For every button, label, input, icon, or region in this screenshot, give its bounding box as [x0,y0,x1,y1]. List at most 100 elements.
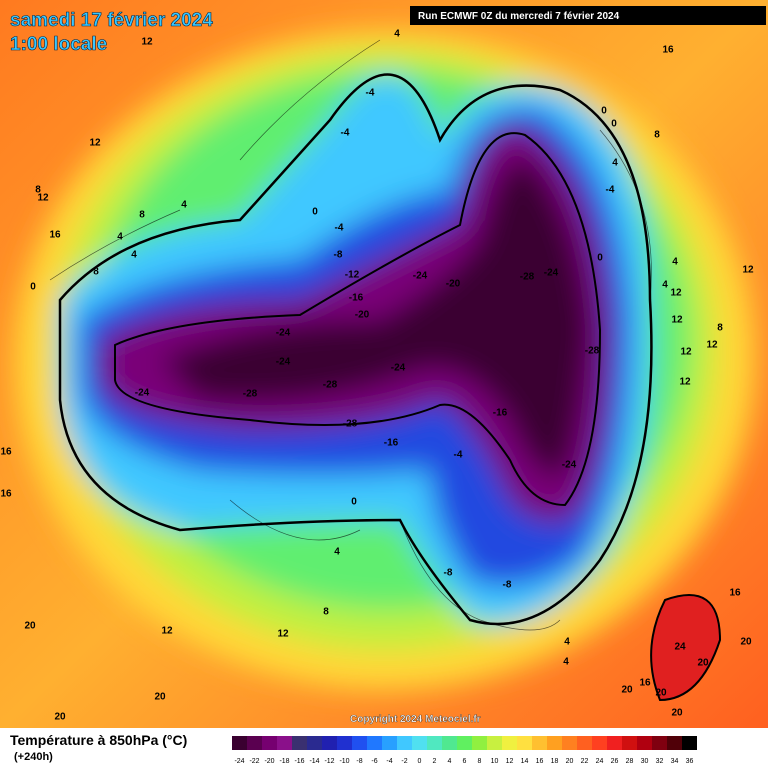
color-swatch [367,736,382,750]
contour-label: 8 [323,607,329,618]
scale-tick-label: -10 [339,758,349,765]
color-swatch [247,736,262,750]
contour-label: 0 [601,106,607,117]
contour-label: -16 [493,408,508,419]
scale-tick-label: 34 [671,758,679,765]
contour-label: -24 [544,268,559,279]
scale-tick-label: 18 [551,758,559,765]
scale-tick-label: 20 [566,758,574,765]
scale-tick-label: -8 [356,758,362,765]
scale-tick-label: 12 [506,758,514,765]
contour-label: -28 [243,389,258,400]
contour-label: 20 [697,658,709,669]
scale-tick-label: 4 [448,758,452,765]
contour-label: 12 [37,193,49,204]
contour-label: 4 [612,158,618,169]
contour-label: -24 [391,363,406,374]
scale-tick-label: 14 [521,758,529,765]
scale-tick-label: 0 [418,758,422,765]
color-swatch [667,736,682,750]
scale-tick-label: -16 [294,758,304,765]
contour-label: 8 [717,323,723,334]
color-swatch [592,736,607,750]
contour-label: -12 [345,270,360,281]
contour-label: 12 [89,138,101,149]
contour-label: -8 [444,568,453,579]
contour-label: -16 [349,293,364,304]
color-swatch [502,736,517,750]
contour-label: -28 [520,272,535,283]
contour-label: 20 [655,688,667,699]
copyright: Copyright 2024 Meteociel.fr [350,714,481,725]
color-swatch [682,736,697,750]
contour-label: 0 [611,119,617,130]
contour-label: 8 [654,130,660,141]
contour-label: -24 [135,388,150,399]
color-swatch [232,736,247,750]
contour-label: 4 [131,250,137,261]
contour-label: 0 [312,207,318,218]
color-swatch [472,736,487,750]
contour-label: 4 [181,200,187,211]
scale-tick-label: -14 [309,758,319,765]
contour-label: 16 [662,45,674,56]
color-swatch [352,736,367,750]
color-swatch [637,736,652,750]
color-swatch [577,736,592,750]
color-swatch [457,736,472,750]
contour-label: -24 [413,271,428,282]
contour-label: 4 [117,232,123,243]
contour-label: 0 [30,282,36,293]
contour-label: -4 [341,128,350,139]
map-date: samedi 17 février 2024 [10,10,213,31]
contour-label: 20 [621,685,633,696]
color-swatch [442,736,457,750]
contour-label: 12 [161,626,173,637]
contour-label: 4 [662,280,668,291]
scale-tick-label: 36 [686,758,694,765]
legend-subtitle: (+240h) [14,751,53,763]
contour-label: -16 [384,438,399,449]
contour-label: 20 [54,712,66,723]
contour-label: 8 [139,210,145,221]
scale-tick-label: 30 [641,758,649,765]
color-swatch [427,736,442,750]
contour-label: -4 [606,185,615,196]
scale-tick-label: 32 [656,758,664,765]
contour-label: 12 [671,315,683,326]
scale-tick-label: 8 [478,758,482,765]
scale-tick-label: -20 [264,758,274,765]
color-swatch [517,736,532,750]
contour-label: 0 [597,253,603,264]
contour-label: 12 [679,377,691,388]
color-swatch [547,736,562,750]
scale-tick-label: -18 [279,758,289,765]
scale-tick-label: 16 [536,758,544,765]
color-swatch [322,736,337,750]
contour-label: 4 [672,257,678,268]
color-swatch [307,736,322,750]
contour-label: 16 [0,447,12,458]
contour-label: 16 [0,489,12,500]
color-swatch [277,736,292,750]
scale-tick-label: 24 [596,758,604,765]
contour-label: -8 [334,250,343,261]
color-scale: -24 -22 -20 -18 -16 -14 -12 -10 -8 -6 -4 -2 0 2 4 6 8 10 1… [232,736,697,765]
run-info: Run ECMWF 0Z du mercredi 7 février 2024 [418,11,620,22]
contour-label: 12 [670,288,682,299]
contour-label: -8 [503,580,512,591]
contour-label: -24 [562,460,577,471]
contour-label: -24 [276,357,291,368]
contour-label: -20 [446,279,461,290]
contour-label: 8 [93,267,99,278]
scale-tick-label: -6 [371,758,377,765]
contour-label: -4 [366,88,375,99]
contour-label: 16 [49,230,61,241]
contour-label: -28 [343,419,358,430]
scale-tick-label: 10 [491,758,499,765]
contour-label: 0 [351,497,357,508]
contour-label: 4 [564,637,570,648]
scale-tick-label: 6 [463,758,467,765]
